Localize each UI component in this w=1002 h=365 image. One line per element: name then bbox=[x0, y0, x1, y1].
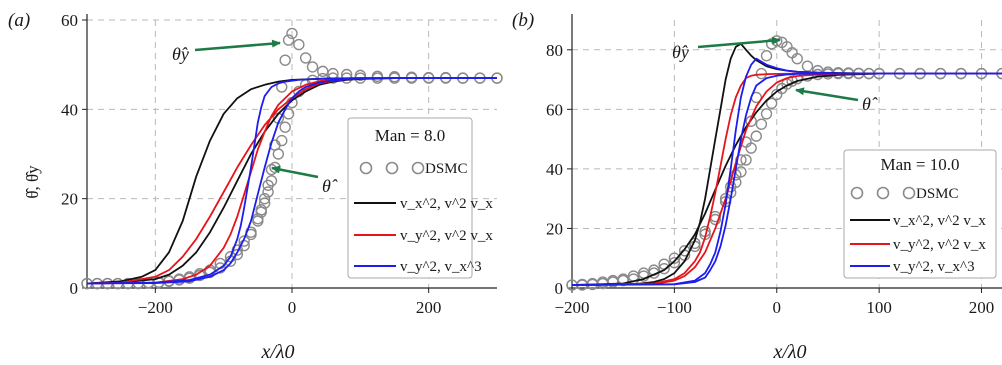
panel-a-dsmc-point bbox=[276, 134, 288, 147]
panel-a-dsmc-point bbox=[231, 248, 244, 261]
panel-b-dsmc-point bbox=[740, 154, 752, 166]
panel-b-dsmc-point bbox=[755, 118, 768, 130]
panel-b-series bbox=[566, 35, 1002, 291]
panel-a-series-line-6 bbox=[86, 77, 497, 285]
panel-a-dsmc-point bbox=[258, 192, 271, 205]
panel-a-x-tick-label-1: 0 bbox=[288, 298, 297, 317]
panel-b-y-tick-labels: 0 20 40 60 80 bbox=[546, 41, 563, 298]
panel-b-x-axis-label: x/λ0 bbox=[772, 341, 806, 363]
panel-a-legend-dsmc: DSMC bbox=[425, 161, 468, 177]
panel-b-x-tick-label-2: 0 bbox=[773, 298, 782, 317]
panel-a-dsmc-point bbox=[293, 38, 305, 51]
panel-b-dsmc-point bbox=[658, 262, 670, 275]
panel-a-dsmc-point bbox=[282, 34, 295, 46]
panel-b-dsmc-point bbox=[745, 142, 757, 154]
panel-a-legend-item-1: v_x^2, v^2 v_x bbox=[400, 196, 493, 212]
panel-b-x-tick-label-1: −100 bbox=[657, 298, 692, 317]
panel-a-x-tick-labels: −200 0 200 bbox=[138, 298, 442, 317]
panel-a-theta-arrow bbox=[271, 165, 319, 179]
panel-b-legend-item-1: v_x^2, v^2 v_x bbox=[893, 213, 986, 229]
panel-a-dsmc-point bbox=[317, 65, 329, 78]
panel-b-dsmc-point bbox=[760, 50, 773, 62]
panel-a-theta-y-arrow bbox=[194, 39, 281, 52]
panel-b-dsmc-point bbox=[750, 130, 762, 142]
panel-a-legend-box bbox=[347, 117, 473, 279]
panel-b-x-tick-label-0: −200 bbox=[554, 298, 589, 317]
panel-a-y-tick-label-2: 40 bbox=[61, 100, 78, 119]
panel-b-label: (b) bbox=[512, 10, 534, 31]
panel-a-y-tick-label-1: 20 bbox=[61, 190, 78, 209]
panel-b-series-line-7 bbox=[571, 72, 1002, 286]
panel-b-y-tick-label-2: 40 bbox=[546, 160, 563, 179]
panel-a-series-line-7 bbox=[86, 77, 497, 285]
panel-a-y-tick-label-0: 0 bbox=[70, 279, 79, 298]
panel-a-dsmc-point bbox=[299, 52, 312, 64]
panel-a-dsmc-point bbox=[279, 54, 291, 66]
panel-b-dsmc-point bbox=[760, 108, 773, 120]
panel-b-theta-arrow bbox=[795, 87, 859, 102]
panel-b-x-tick-labels: −200 −100 0 100 200 bbox=[554, 298, 994, 317]
panel-a-x-axis-label: x/λ0 bbox=[260, 341, 294, 363]
panel-b-x-tick-label-3: 100 bbox=[866, 298, 892, 317]
panel-a-legend: Man = 8.0 DSMC v_x^2, v^2 v_x v_y^2, v^2… bbox=[347, 117, 493, 279]
panel-a-theta-label: θ̂ bbox=[322, 176, 338, 196]
panel-a-legend-item-2: v_y^2, v^2 v_x bbox=[400, 228, 493, 244]
panel-a-dsmc-point bbox=[279, 121, 291, 133]
panel-b-dsmc-point bbox=[668, 252, 681, 264]
panel-b-legend-item-3: v_y^2, v_x^3 bbox=[893, 259, 975, 275]
panel-b-legend-box bbox=[843, 149, 997, 279]
panel-b: (b) 0 20 40 60 80 −200 −100 0 100 200 x/λ0 Man =… bbox=[512, 10, 1002, 363]
panel-b-theta-label: θ̂ bbox=[862, 94, 878, 114]
panel-a-x-tick-label-0: −200 bbox=[138, 298, 173, 317]
panel-a-legend-item-3: v_y^2, v_x^3 bbox=[400, 259, 482, 275]
panel-b-axes bbox=[567, 14, 1002, 293]
panel-a-y-tick-label-3: 60 bbox=[61, 11, 78, 30]
panel-a-axes bbox=[82, 14, 497, 293]
panel-a-x-tick-label-2: 200 bbox=[416, 298, 442, 317]
panel-b-theta-y-arrow bbox=[697, 36, 781, 49]
panel-b-y-tick-label-1: 20 bbox=[546, 219, 563, 238]
panel-b-y-tick-label-3: 60 bbox=[546, 100, 563, 119]
panel-b-theta-y-label: θ̂y bbox=[672, 42, 689, 62]
panel-a-dsmc-point bbox=[262, 186, 274, 198]
panel-b-dsmc-point bbox=[801, 60, 814, 72]
panel-a-y-axis-label: θ̂, θ̂y bbox=[23, 165, 42, 199]
panel-a-dsmc-point bbox=[238, 235, 250, 247]
panel-a-legend-title: Man = 8.0 bbox=[375, 126, 446, 145]
panel-a-series bbox=[81, 27, 503, 290]
panel-a-theta-y-label: θ̂y bbox=[172, 44, 189, 64]
panel-a-dsmc-point bbox=[306, 61, 319, 73]
panel-b-x-tick-label-4: 200 bbox=[969, 298, 995, 317]
panel-a-dsmc-point bbox=[258, 197, 271, 209]
panel-a-dsmc-point bbox=[272, 148, 285, 160]
panel-b-legend-title: Man = 10.0 bbox=[881, 155, 960, 174]
panel-b-legend: Man = 10.0 DSMC v_x^2, v^2 v_x v_y^2, v^… bbox=[843, 149, 997, 279]
panel-b-dsmc-point bbox=[668, 256, 681, 269]
panel-b-dsmc-point bbox=[765, 97, 778, 110]
panel-b-y-tick-label-0: 0 bbox=[555, 279, 564, 298]
panel-a-y-tick-labels: 0 20 40 60 bbox=[61, 11, 78, 298]
panel-a-label: (a) bbox=[8, 10, 30, 31]
panel-b-legend-dsmc-swatch bbox=[850, 186, 916, 200]
panel-b-legend-dsmc: DSMC bbox=[916, 186, 959, 202]
panel-a-dsmc-point bbox=[286, 27, 298, 40]
panel-b-legend-item-2: v_y^2, v^2 v_x bbox=[893, 237, 986, 253]
panel-b-y-tick-label-4: 80 bbox=[546, 41, 563, 60]
panel-a-legend-dsmc-swatch bbox=[359, 161, 425, 175]
panel-a-dsmc-point bbox=[265, 175, 278, 187]
panel-a: (a) 0 20 40 60 −200 0 200 θ̂, θ̂y x/λ0 Man = … bbox=[8, 10, 503, 363]
panel-b-dsmc-point bbox=[791, 53, 803, 65]
